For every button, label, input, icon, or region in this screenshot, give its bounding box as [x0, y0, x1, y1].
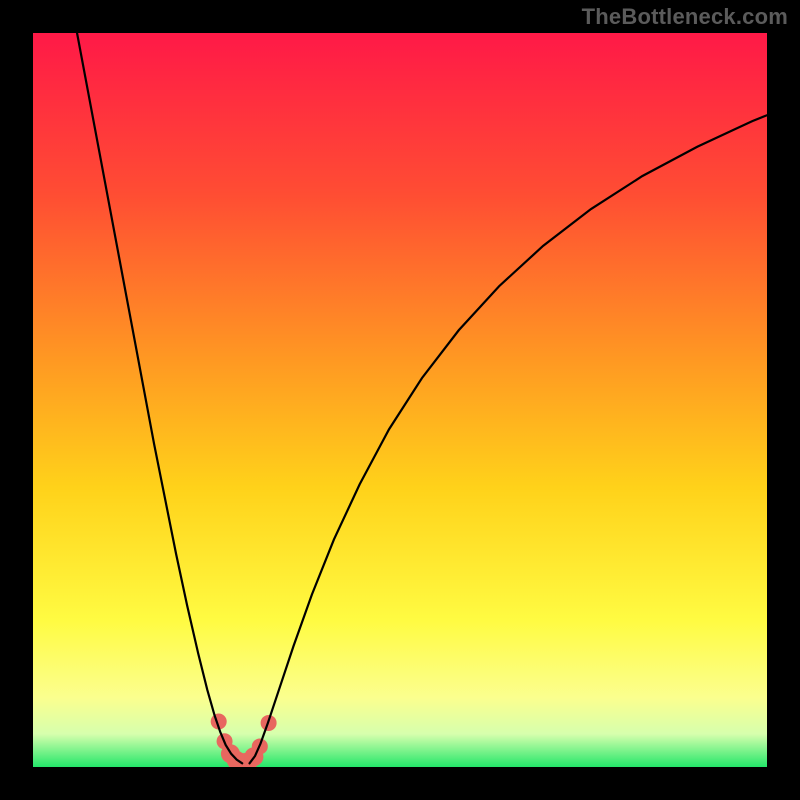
- stage: TheBottleneck.com: [0, 0, 800, 800]
- plot-background: [33, 33, 767, 767]
- watermark-text: TheBottleneck.com: [582, 4, 788, 30]
- chart-svg: [0, 0, 800, 800]
